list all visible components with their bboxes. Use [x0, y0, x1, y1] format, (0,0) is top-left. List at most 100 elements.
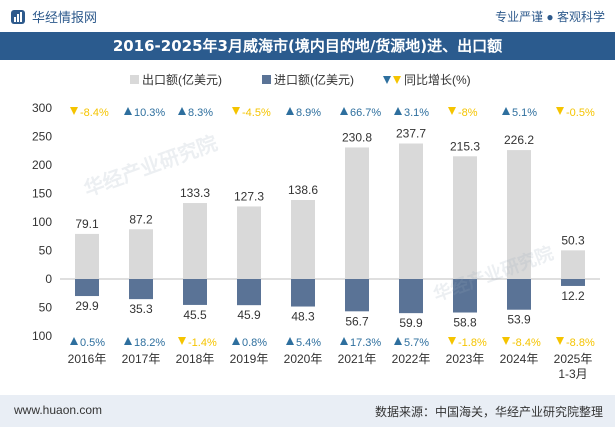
- x-tick-label: 2022年: [392, 352, 431, 366]
- export-growth-label: 8.3%: [188, 107, 213, 119]
- y-tick-label: 250: [32, 130, 52, 144]
- export-bar: [507, 150, 531, 279]
- y-tick-label: 300: [32, 101, 52, 115]
- import-growth-label: -8.4%: [512, 337, 541, 349]
- brand-name: 华经情报网: [32, 10, 98, 25]
- export-growth-up-triangle: [124, 107, 132, 115]
- y-tick-label: 50: [39, 244, 53, 258]
- legend-label-2: 进口额(亿美元): [274, 72, 354, 87]
- import-growth-up-triangle: [124, 337, 132, 345]
- export-growth-up-triangle: [502, 107, 510, 115]
- import-bar: [399, 279, 423, 314]
- x-tick-label: 1-3月: [558, 367, 587, 381]
- import-growth-up-triangle: [232, 337, 240, 345]
- import-growth-label: 18.2%: [134, 337, 165, 349]
- export-growth-label: 66.7%: [350, 107, 381, 119]
- export-value-label: 87.2: [129, 212, 153, 226]
- export-bar: [561, 250, 585, 279]
- y-tick-label: 100: [32, 329, 52, 343]
- import-bar: [75, 279, 99, 297]
- export-growth-down-triangle: [448, 107, 456, 115]
- import-growth-label: 5.4%: [296, 337, 321, 349]
- import-value-label: 48.3: [291, 310, 315, 324]
- import-bar: [183, 279, 207, 305]
- import-bar: [237, 279, 261, 306]
- import-bar: [345, 279, 369, 312]
- huajing-logo-icon: [11, 9, 25, 24]
- legend-down-triangle: [393, 76, 401, 84]
- export-growth-up-triangle: [394, 107, 402, 115]
- import-bar: [507, 279, 531, 310]
- footer-website[interactable]: www.huaon.com: [14, 403, 103, 417]
- export-value-label: 79.1: [75, 217, 99, 231]
- y-tick-label: 50: [39, 301, 53, 315]
- export-growth-down-triangle: [556, 107, 564, 115]
- export-value-label: 226.2: [504, 133, 534, 147]
- export-growth-label: 3.1%: [404, 107, 429, 119]
- import-value-label: 59.9: [399, 316, 423, 330]
- import-growth-label: 17.3%: [350, 337, 381, 349]
- import-value-label: 58.8: [453, 316, 477, 330]
- import-growth-up-triangle: [394, 337, 402, 345]
- export-bar: [399, 143, 423, 279]
- chart: 出口额(亿美元) 进口额(亿美元) 同比增长(%) 300 250 200 150 100 50…: [32, 72, 600, 381]
- legend-swatch-1: [130, 75, 139, 84]
- import-value-label: 29.9: [75, 299, 99, 313]
- brand[interactable]: 华经情报网: [10, 7, 97, 26]
- x-tick-label: 2016年: [68, 352, 107, 366]
- export-value-label: 138.6: [288, 183, 318, 197]
- import-bar: [453, 279, 477, 313]
- x-tick-label: 2021年: [338, 352, 377, 366]
- x-tick-label: 2024年: [500, 352, 539, 366]
- export-growth-up-triangle: [286, 107, 294, 115]
- y-tick-label: 100: [32, 215, 52, 229]
- export-growth-label: 10.3%: [134, 107, 165, 119]
- x-tick-label: 2025年: [554, 352, 593, 366]
- export-growth-up-triangle: [178, 107, 186, 115]
- export-value-label: 230.8: [342, 130, 372, 144]
- x-tick-label: 2023年: [446, 352, 485, 366]
- chart-title: 2016-2025年3月威海市(境内目的地/货源地)进、出口额: [0, 32, 615, 60]
- import-growth-label: 5.7%: [404, 337, 429, 349]
- legend-swatch-2: [262, 75, 271, 84]
- export-value-label: 237.7: [396, 127, 426, 141]
- export-growth-down-triangle: [232, 107, 240, 115]
- export-bar: [183, 203, 207, 279]
- export-growth-label: -8.4%: [80, 107, 109, 119]
- export-growth-label: 8.9%: [296, 107, 321, 119]
- import-growth-label: -1.4%: [188, 337, 217, 349]
- tagline: 专业严谨 ● 客观科学: [495, 10, 605, 24]
- import-growth-down-triangle: [178, 337, 186, 345]
- import-value-label: 35.3: [129, 302, 153, 316]
- import-value-label: 45.9: [237, 308, 261, 322]
- footer: www.huaon.com 数据来源：中国海关，华经产业研究院整理: [0, 395, 615, 427]
- export-bar: [453, 156, 477, 279]
- export-bar: [291, 199, 315, 279]
- x-tick-label: 2017年: [122, 352, 161, 366]
- x-tick-label: 2019年: [230, 352, 269, 366]
- import-bar: [291, 279, 315, 307]
- legend-up-triangle: [383, 76, 391, 84]
- import-growth-up-triangle: [286, 337, 294, 345]
- export-value-label: 215.3: [450, 139, 480, 153]
- import-value-label: 12.2: [561, 289, 585, 303]
- import-growth-down-triangle: [502, 337, 510, 345]
- import-bar: [129, 279, 153, 300]
- import-growth-label: -8.8%: [566, 337, 595, 349]
- export-bar: [129, 229, 153, 279]
- y-tick-label: 0: [45, 272, 52, 286]
- x-tick-label: 2018年: [176, 352, 215, 366]
- export-value-label: 50.3: [561, 233, 585, 247]
- import-growth-label: 0.5%: [80, 337, 105, 349]
- export-growth-label: -4.5%: [242, 107, 271, 119]
- y-tick-label: 150: [32, 187, 52, 201]
- import-growth-label: -1.8%: [458, 337, 487, 349]
- y-tick-label: 200: [32, 158, 52, 172]
- legend-label-3: 同比增长(%): [404, 73, 471, 87]
- export-growth-label: -8%: [458, 107, 478, 119]
- export-growth-label: 5.1%: [512, 107, 537, 119]
- x-tick-label: 2020年: [284, 352, 323, 366]
- legend-label-1: 出口额(亿美元): [142, 72, 222, 87]
- top-bar: 华经情报网 专业严谨 ● 客观科学: [0, 0, 615, 32]
- export-growth-label: -0.5%: [566, 107, 595, 119]
